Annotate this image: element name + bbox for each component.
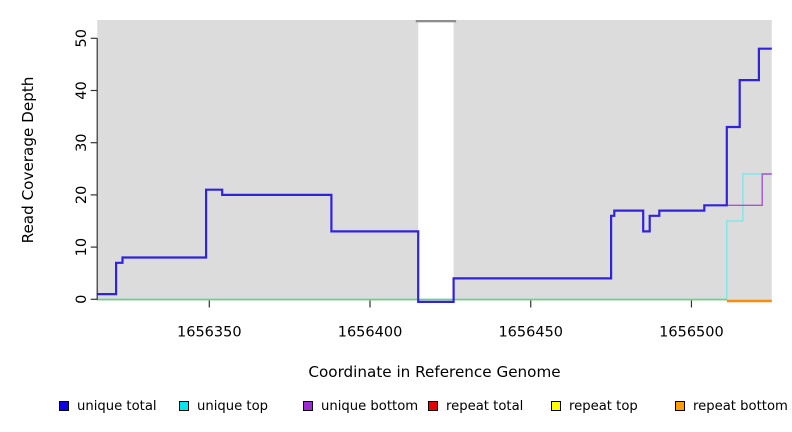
y-tick-label: 50 [74,29,90,47]
legend-item-unique-total: unique total [59,398,157,414]
legend-item-unique-bottom: unique bottom [303,398,418,414]
x-tick-label: 1656350 [177,325,242,341]
y-tick-label: 0 [74,295,90,304]
x-tick-label: 1656450 [498,325,563,341]
series-unique-total [96,47,772,303]
legend-label: repeat bottom [693,398,788,414]
legend-swatch [551,401,561,411]
y-tick-label: 30 [74,133,90,151]
legend-item-repeat-total: repeat total [428,398,523,414]
legend-label: unique bottom [321,398,419,414]
legend-label: unique top [197,398,269,414]
legend-label: repeat top [569,398,638,414]
legend-swatch [303,401,313,411]
x-axis-title: Coordinate in Reference Genome [308,363,560,381]
x-tick-label: 1656500 [659,325,724,341]
legend-label: repeat total [446,398,524,414]
legend-swatch [428,401,438,411]
y-tick-label: 10 [74,238,90,256]
legend-label: unique total [77,398,157,414]
legend-swatch [179,401,189,411]
legend-item-unique-top: unique top [179,398,268,414]
legend-swatch [675,401,685,411]
y-tick-label: 20 [74,186,90,204]
legend-item-repeat-top: repeat top [551,398,638,414]
y-tick-label: 40 [74,81,90,99]
legend: unique total unique top unique bottom re… [0,398,792,420]
legend-swatch [59,401,69,411]
coverage-gap-band [418,20,454,301]
coverage-gap-top-border [415,20,457,23]
y-axis-title: Read Coverage Depth [19,77,37,244]
x-tick-label: 1656400 [338,325,403,341]
legend-item-repeat-bottom: repeat bottom [675,398,788,414]
